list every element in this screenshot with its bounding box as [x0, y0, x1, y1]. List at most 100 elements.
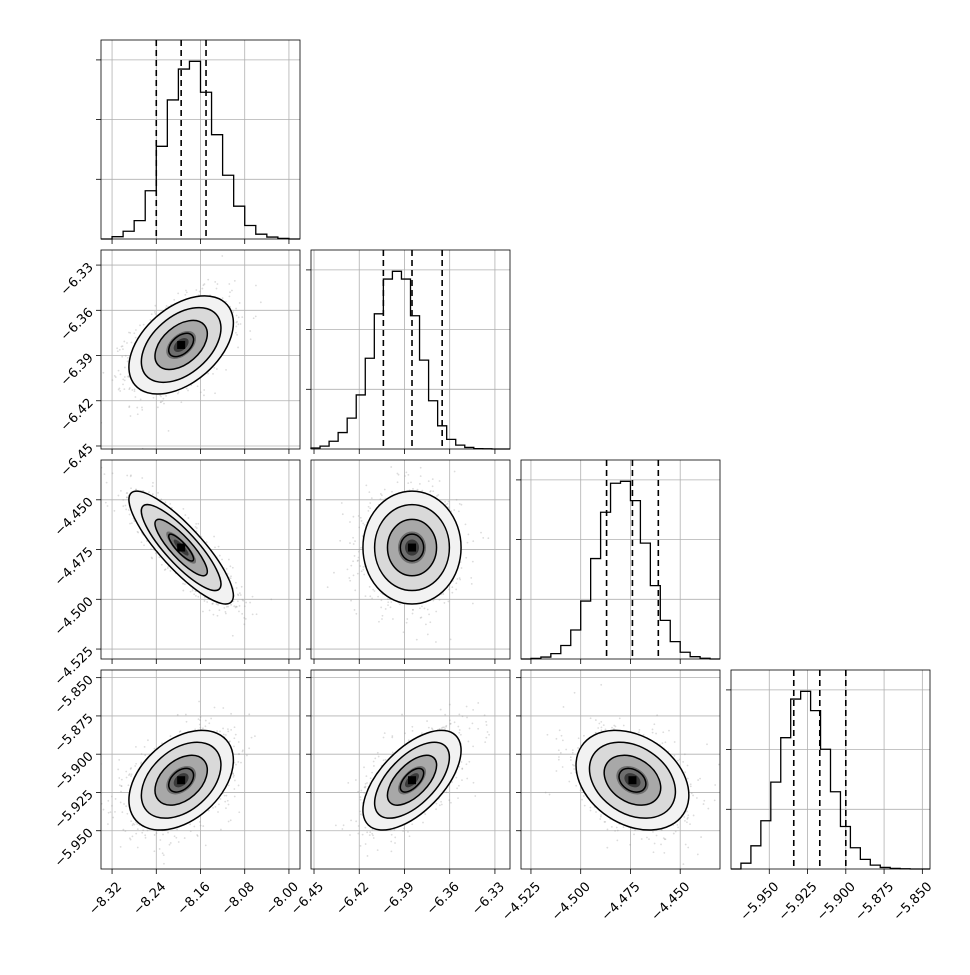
sample-point	[228, 559, 230, 561]
sample-point	[134, 765, 136, 767]
sample-point	[209, 609, 211, 611]
sample-point	[104, 473, 106, 475]
sample-point	[359, 565, 361, 567]
sample-point	[353, 543, 355, 545]
sample-point	[221, 255, 223, 257]
sample-point	[145, 837, 147, 839]
sample-point	[152, 493, 154, 495]
sample-point	[186, 721, 188, 723]
sample-point	[253, 317, 255, 319]
y-tick-label: −6.45	[58, 441, 97, 480]
sample-point	[118, 759, 120, 761]
sample-point	[412, 613, 414, 615]
sample-point	[207, 373, 209, 375]
sample-point	[186, 388, 188, 390]
sample-point	[154, 748, 156, 750]
sample-point	[127, 357, 129, 359]
sample-point	[429, 491, 431, 493]
sample-point	[131, 522, 133, 524]
sample-point	[349, 542, 351, 544]
sample-point	[148, 491, 150, 493]
sample-point	[444, 501, 446, 503]
sample-point	[339, 540, 341, 542]
sample-point	[169, 570, 171, 572]
sample-point	[240, 323, 242, 325]
sample-point	[197, 523, 199, 525]
sample-point	[125, 505, 127, 507]
sample-point	[387, 598, 389, 600]
sample-point	[451, 586, 453, 588]
sample-point	[151, 557, 153, 559]
sample-point	[190, 591, 192, 593]
sample-point	[151, 313, 153, 315]
y-tick-label: −4.450	[52, 495, 97, 540]
sample-point	[237, 594, 239, 596]
sample-point	[236, 587, 238, 589]
sample-point	[120, 373, 122, 375]
sample-point	[369, 595, 371, 597]
sample-point	[152, 485, 154, 487]
sample-point	[196, 527, 198, 529]
sample-point	[362, 569, 364, 571]
sample-point	[472, 561, 474, 563]
sample-point	[199, 719, 201, 721]
sample-point	[223, 734, 225, 736]
y-tick-label: −6.39	[58, 351, 97, 390]
sample-point	[117, 495, 119, 497]
sample-point	[349, 580, 351, 582]
sample-point	[398, 474, 400, 476]
sample-point	[235, 332, 237, 334]
sample-point	[195, 523, 197, 525]
sample-point	[232, 635, 234, 637]
sample-point	[255, 285, 257, 287]
sample-point	[387, 601, 389, 603]
sample-point	[124, 830, 126, 832]
sample-point	[360, 547, 362, 549]
sample-point	[106, 482, 108, 484]
sample-point	[357, 573, 359, 575]
sample-point	[200, 391, 202, 393]
sample-point	[404, 475, 406, 477]
density-peak	[408, 544, 416, 552]
sample-point	[354, 589, 356, 591]
sample-point	[206, 541, 208, 543]
sample-point	[214, 707, 216, 709]
sample-point	[220, 829, 222, 831]
sample-point	[225, 369, 227, 371]
sample-point	[352, 560, 354, 562]
sample-point	[256, 613, 258, 615]
sample-point	[240, 594, 242, 596]
histogram-panel-3: −5.950−5.925−5.900−5.875−5.850	[726, 670, 935, 924]
sample-point	[369, 586, 371, 588]
sample-point	[421, 490, 423, 492]
sample-point	[342, 513, 344, 515]
sample-point	[131, 389, 133, 391]
sample-point	[387, 604, 389, 606]
sample-point	[140, 399, 142, 401]
sample-point	[428, 480, 430, 482]
sample-point	[380, 607, 382, 609]
sample-point	[232, 567, 234, 569]
scatter-panel-0-3: −8.32−8.24−8.16−8.08−8.00−5.850−5.875−5.…	[52, 670, 302, 918]
sample-point	[347, 568, 349, 570]
sample-point	[213, 614, 215, 616]
sample-point	[155, 552, 157, 554]
sample-point	[216, 368, 218, 370]
sample-point	[238, 811, 240, 813]
sample-point	[159, 556, 161, 558]
sample-point	[233, 605, 235, 607]
sample-point	[429, 621, 431, 623]
sample-point	[115, 798, 117, 800]
sample-point	[131, 773, 133, 775]
sample-point	[129, 332, 131, 334]
histogram-panel-2	[516, 460, 720, 664]
density-peak	[177, 544, 185, 552]
sample-point	[161, 564, 163, 566]
sample-point	[212, 373, 214, 375]
sample-point	[417, 489, 419, 491]
sample-point	[114, 375, 116, 377]
sample-point	[167, 567, 169, 569]
sample-point	[382, 615, 384, 617]
sample-point	[420, 475, 422, 477]
sample-point	[102, 372, 104, 374]
